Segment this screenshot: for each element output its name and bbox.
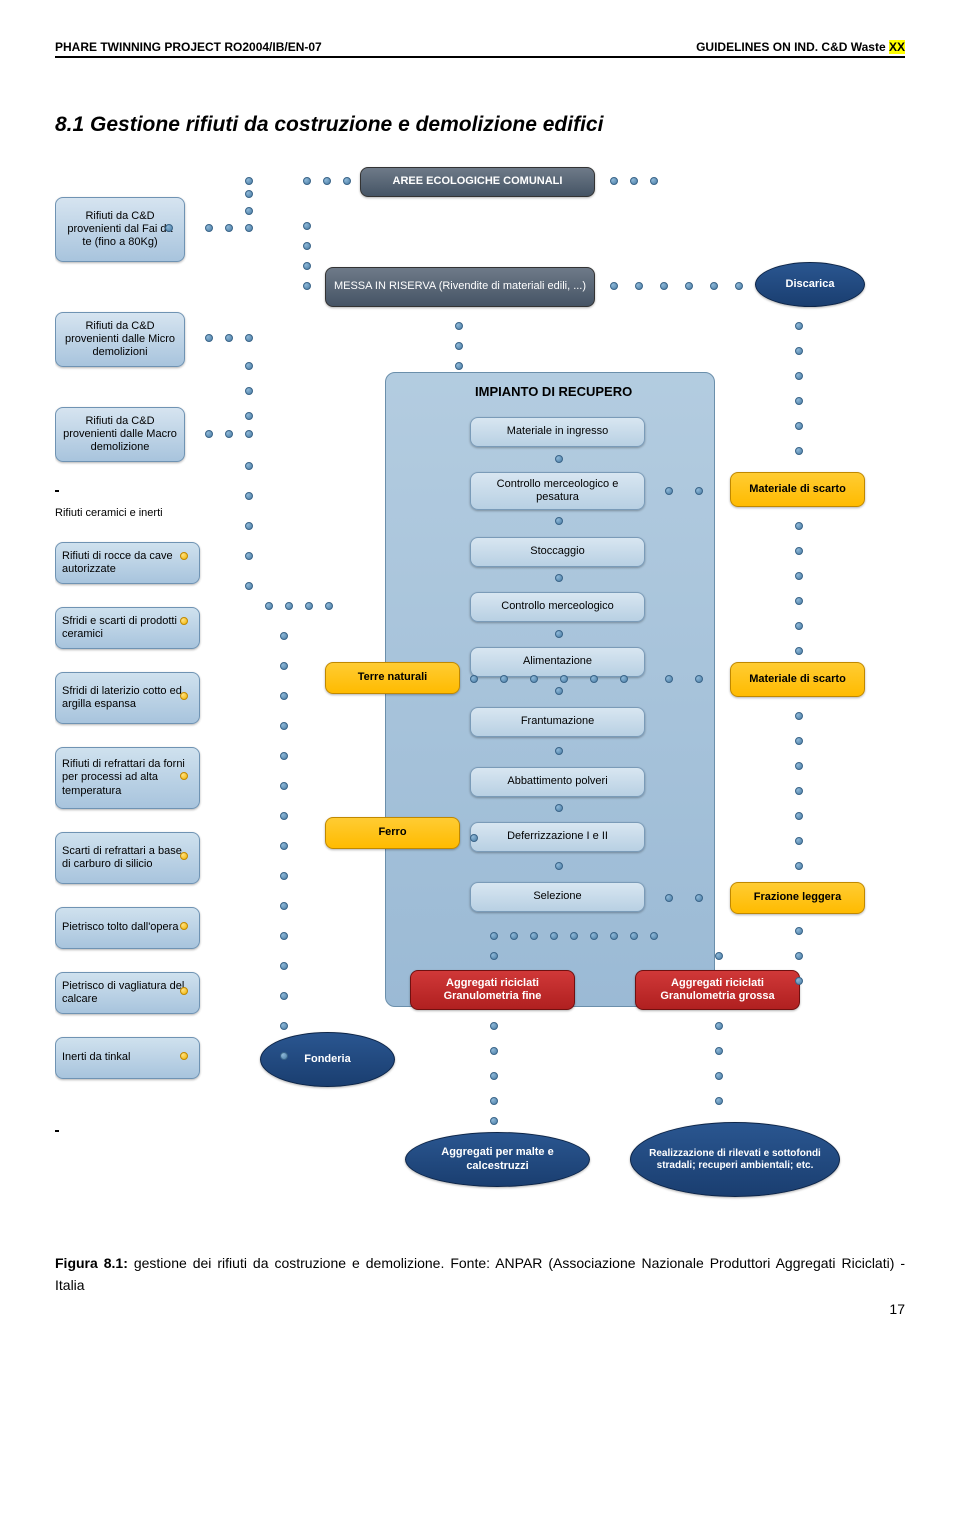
node-agg1: Aggregati riciclati Granulometria fine — [410, 970, 575, 1010]
node-p4: Controllo merceologico — [470, 592, 645, 622]
plain-label: Rifiuti ceramici e inerti — [55, 507, 163, 519]
caption-text: gestione dei rifiuti da costruzione e de… — [55, 1255, 905, 1293]
node-p7: Abbattimento polveri — [470, 767, 645, 797]
node-p9: Selezione — [470, 882, 645, 912]
node-ferro: Ferro — [325, 817, 460, 849]
page-number: 17 — [889, 1301, 905, 1317]
node-src3: Rifiuti da C&D provenienti dalle Macro d… — [55, 407, 185, 462]
node-p8: Deferrizzazione I e II — [470, 822, 645, 852]
node-p6: Frantumazione — [470, 707, 645, 737]
node-ell-agg: Aggregati per malte e calcestruzzi — [405, 1132, 590, 1187]
node-src2: Rifiuti da C&D provenienti dalle Micro d… — [55, 312, 185, 367]
node-l3: Sfridi di laterizio cotto ed argilla esp… — [55, 672, 200, 724]
node-p1: Materiale in ingresso — [470, 417, 645, 447]
node-aree: AREE ECOLOGICHE COMUNALI — [360, 167, 595, 197]
node-l5: Scarti di refrattari a base di carburo d… — [55, 832, 200, 884]
flow-diagram: AREE ECOLOGICHE COMUNALI MESSA IN RISERV… — [55, 162, 875, 1232]
panel-title: IMPIANTO DI RECUPERO — [475, 384, 632, 399]
caption: Figura 8.1: gestione dei rifiuti da cost… — [55, 1252, 905, 1297]
node-agg2: Aggregati riciclati Granulometria grossa — [635, 970, 800, 1010]
node-p3: Stoccaggio — [470, 537, 645, 567]
header-left: PHARE TWINNING PROJECT RO2004/IB/EN-07 — [55, 40, 322, 54]
node-l7: Pietrisco di vagliatura del calcare — [55, 972, 200, 1014]
node-p5: Alimentazione — [470, 647, 645, 677]
node-fonderia: Fonderia — [260, 1032, 395, 1087]
node-l2: Sfridi e scarti di prodotti ceramici — [55, 607, 200, 649]
header-right: GUIDELINES ON IND. C&D Waste XX — [696, 40, 905, 54]
node-scarto2: Materiale di scarto — [730, 662, 865, 697]
node-l1: Rifiuti di rocce da cave autorizzate — [55, 542, 200, 584]
section-title: 8.1 Gestione rifiuti da costruzione e de… — [55, 113, 905, 137]
node-terre: Terre naturali — [325, 662, 460, 694]
node-p2: Controllo merceologico e pesatura — [470, 472, 645, 510]
node-l6: Pietrisco tolto dall'opera — [55, 907, 200, 949]
node-scarto1: Materiale di scarto — [730, 472, 865, 507]
node-l4: Rifiuti di refrattari da forni per proce… — [55, 747, 200, 809]
node-discarica: Discarica — [755, 262, 865, 307]
node-messa: MESSA IN RISERVA (Rivendite di materiali… — [325, 267, 595, 307]
node-l8: Inerti da tinkal — [55, 1037, 200, 1079]
doc-header: PHARE TWINNING PROJECT RO2004/IB/EN-07 G… — [55, 40, 905, 58]
node-frazione: Frazione leggera — [730, 882, 865, 914]
node-ell-real: Realizzazione di rilevati e sottofondi s… — [630, 1122, 840, 1197]
